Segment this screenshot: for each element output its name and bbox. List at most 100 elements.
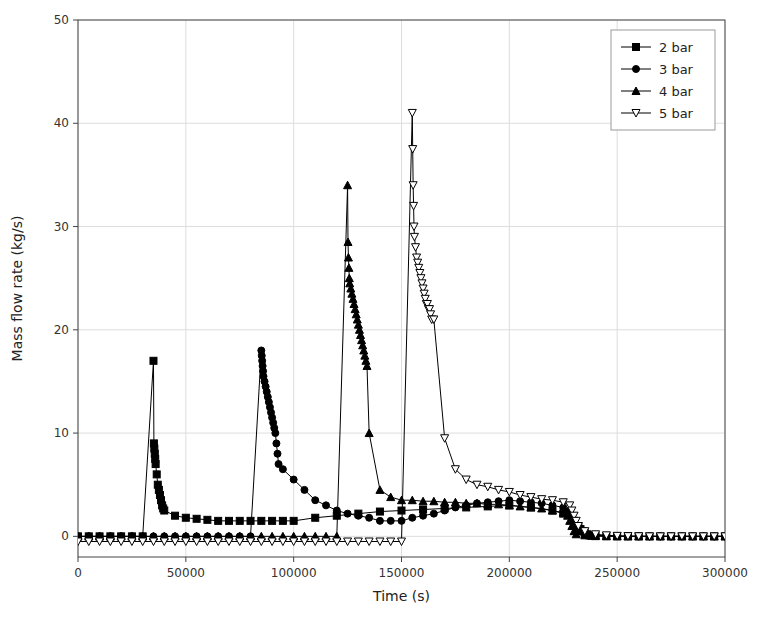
point xyxy=(699,533,707,541)
point xyxy=(172,512,179,519)
point xyxy=(710,532,718,540)
point xyxy=(668,533,675,540)
point xyxy=(312,497,319,504)
point xyxy=(301,486,308,493)
point xyxy=(473,481,481,489)
point xyxy=(624,533,631,540)
point xyxy=(473,499,481,507)
point xyxy=(152,461,159,468)
point xyxy=(505,488,513,496)
point xyxy=(548,507,556,515)
point xyxy=(430,497,438,505)
point xyxy=(257,538,265,546)
series-line xyxy=(78,113,725,542)
point xyxy=(635,533,642,540)
tick-label: 30 xyxy=(54,220,69,234)
point xyxy=(409,182,417,190)
point xyxy=(484,500,492,508)
legend-label: 3 bar xyxy=(659,62,694,77)
point xyxy=(193,515,200,522)
point xyxy=(527,503,535,511)
point xyxy=(441,498,449,506)
tick-label: 100000 xyxy=(271,566,317,580)
point xyxy=(274,450,281,457)
point xyxy=(322,538,330,546)
point xyxy=(333,507,340,514)
legend-label: 4 bar xyxy=(659,84,694,99)
plot-area xyxy=(78,20,725,557)
legend-label: 2 bar xyxy=(659,40,694,55)
point xyxy=(603,533,610,540)
point xyxy=(203,538,211,546)
point xyxy=(376,538,384,546)
point xyxy=(150,357,157,364)
point xyxy=(247,517,254,524)
point xyxy=(139,538,147,546)
point xyxy=(420,512,427,519)
point xyxy=(689,533,696,540)
point xyxy=(451,498,459,506)
point xyxy=(344,181,352,189)
point xyxy=(366,514,373,521)
point xyxy=(193,538,201,546)
point xyxy=(473,500,480,507)
point xyxy=(527,494,535,502)
point xyxy=(365,538,373,546)
point xyxy=(451,466,459,474)
point xyxy=(410,233,418,241)
point xyxy=(333,538,341,546)
axes: 0500001000001500002000002500003000000102… xyxy=(54,13,748,580)
point xyxy=(635,533,643,541)
point xyxy=(204,516,211,523)
series-line xyxy=(78,350,725,536)
point xyxy=(323,502,330,509)
point xyxy=(581,528,589,536)
point xyxy=(160,538,168,546)
point xyxy=(646,533,653,540)
point xyxy=(272,430,279,437)
point xyxy=(667,533,675,541)
tick-mark xyxy=(73,123,78,124)
point xyxy=(312,514,319,521)
point xyxy=(300,538,308,546)
grid-line xyxy=(78,329,725,330)
point xyxy=(710,533,718,541)
point xyxy=(268,538,276,546)
point xyxy=(171,538,179,546)
point xyxy=(376,486,384,494)
point xyxy=(484,483,492,491)
point xyxy=(462,476,470,484)
point xyxy=(290,517,297,524)
point xyxy=(410,202,418,210)
point xyxy=(614,533,621,540)
tick-mark xyxy=(725,557,726,562)
grid xyxy=(78,20,725,557)
point xyxy=(711,533,718,540)
tick-label: 0 xyxy=(74,566,82,580)
point xyxy=(678,533,686,541)
point xyxy=(635,533,642,540)
tick-label: 200000 xyxy=(486,566,532,580)
point xyxy=(667,532,675,540)
point xyxy=(495,486,503,494)
tick-mark xyxy=(293,557,294,562)
point xyxy=(376,517,383,524)
series xyxy=(78,347,725,540)
point xyxy=(355,512,362,519)
series-line xyxy=(78,361,725,537)
point xyxy=(657,533,664,540)
point xyxy=(153,471,160,478)
x-axis-label: Time (s) xyxy=(372,588,430,604)
point xyxy=(441,435,449,443)
point xyxy=(656,533,664,541)
point xyxy=(258,517,265,524)
point xyxy=(311,538,319,546)
tick-label: 250000 xyxy=(594,566,640,580)
point xyxy=(408,496,416,504)
y-axis-label: Mass flow rate (kg/s) xyxy=(9,216,25,362)
point xyxy=(279,466,286,473)
tick-label: 300000 xyxy=(702,566,748,580)
tick-mark xyxy=(509,557,510,562)
legend-marker xyxy=(632,87,640,95)
grid-line xyxy=(185,20,186,557)
